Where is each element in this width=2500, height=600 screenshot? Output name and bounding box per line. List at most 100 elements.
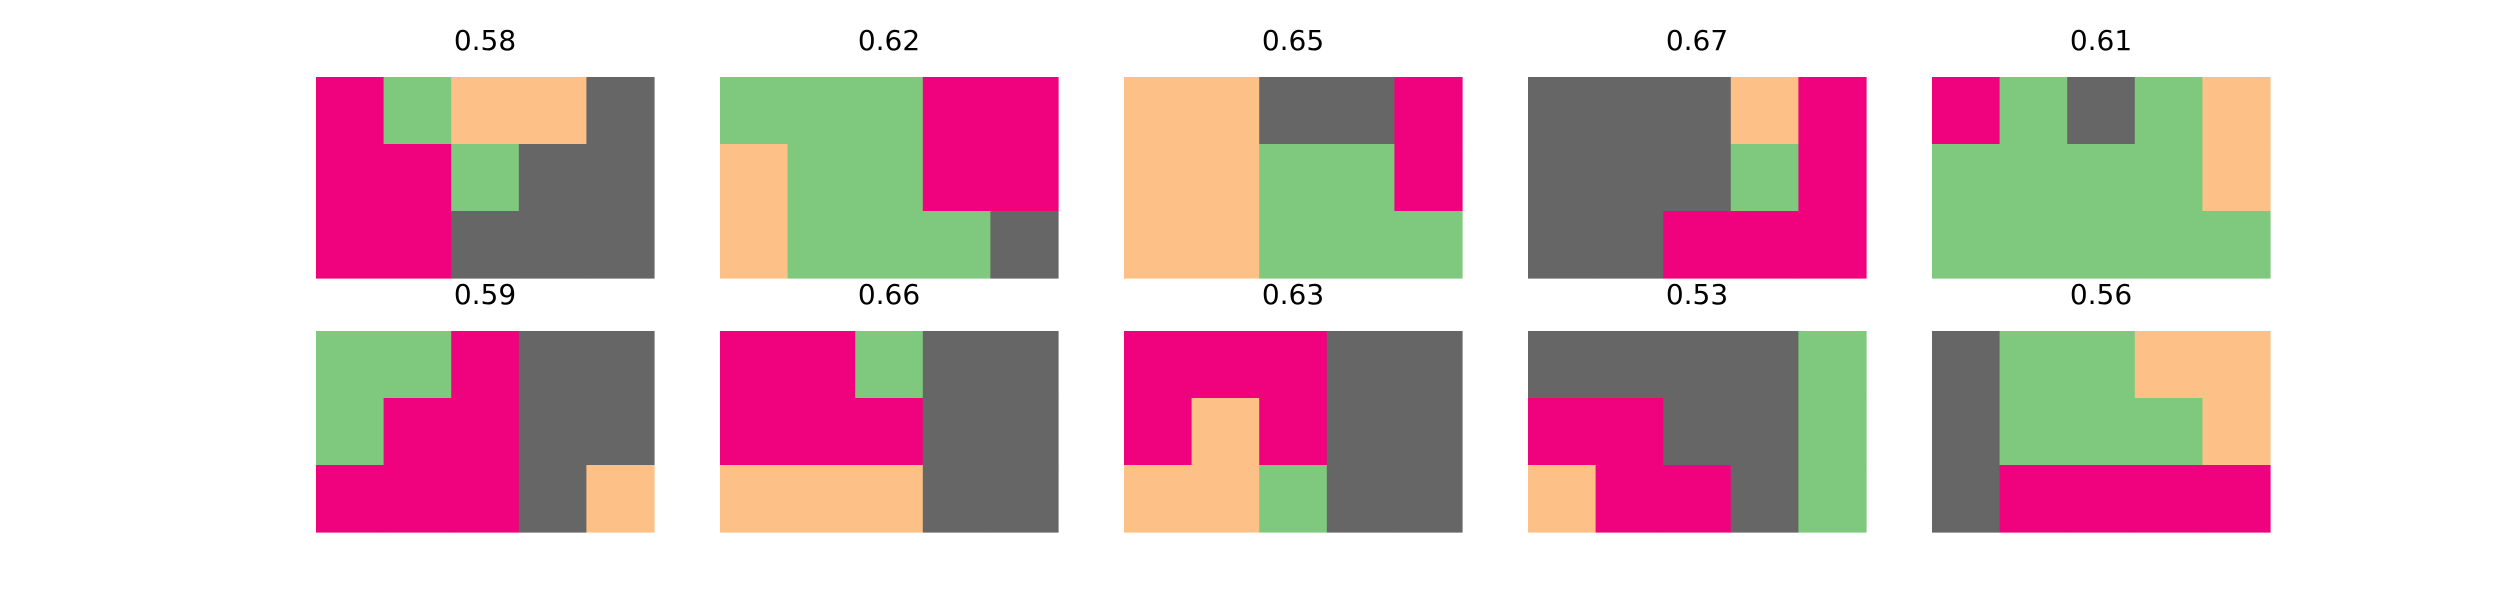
heatmap-cell (1528, 331, 1597, 399)
heatmap-cell (1528, 77, 1597, 145)
heatmap-cell (1191, 144, 1260, 212)
heatmap-cell (1798, 331, 1867, 399)
heatmap-cell (2202, 331, 2271, 399)
heatmap-cell (922, 77, 991, 145)
heatmap-cell (2202, 144, 2271, 212)
heatmap-cell (855, 465, 924, 533)
panel-title: 0.65 (1262, 24, 1324, 57)
heatmap-cell (2134, 465, 2203, 533)
panel-9: 0.53 (1528, 278, 1867, 533)
panel-1: 0.58 (316, 24, 655, 279)
heatmap-cell (1798, 77, 1867, 145)
heatmap-cell (451, 465, 520, 533)
heatmap-cell (1191, 77, 1260, 145)
heatmap-cell (720, 331, 789, 399)
panel-title: 0.67 (1666, 24, 1728, 57)
panel-title: 0.58 (454, 24, 516, 57)
heatmap-cell (383, 398, 452, 466)
heatmap-cell (2202, 77, 2271, 145)
panel-title: 0.66 (858, 278, 920, 311)
heatmap-cell (1259, 331, 1328, 399)
heatmap-cell (1326, 331, 1395, 399)
heatmap-cell (586, 398, 655, 466)
heatmap-cell (2202, 211, 2271, 279)
heatmap-cell (1326, 465, 1395, 533)
heatmap-cell (1259, 144, 1328, 212)
heatmap-cell (1124, 77, 1193, 145)
heatmap-cell (720, 398, 789, 466)
panel-title: 0.53 (1666, 278, 1728, 311)
heatmap-cell (1932, 398, 2001, 466)
heatmap-cell (586, 77, 655, 145)
heatmap-cell (990, 211, 1059, 279)
heatmap-cell (720, 77, 789, 145)
heatmap-cell (518, 211, 587, 279)
heatmap-cell (316, 398, 385, 466)
heatmap-cell (787, 465, 856, 533)
heatmap-cell (518, 77, 587, 145)
heatmap-cell (1730, 211, 1799, 279)
heatmap-cell (1191, 211, 1260, 279)
heatmap-cell (990, 144, 1059, 212)
heatmap-cell (922, 398, 991, 466)
heatmap-cell (1528, 211, 1597, 279)
heatmap-cell (1663, 465, 1732, 533)
heatmap-cell (2067, 211, 2136, 279)
heatmap-cell (1259, 211, 1328, 279)
heatmap-cell (720, 211, 789, 279)
heatmap-cell (1999, 77, 2068, 145)
panel-8: 0.63 (1124, 278, 1463, 533)
heatmap-cell (1663, 144, 1732, 212)
heatmap-cell (1999, 331, 2068, 399)
heatmap-cell (1595, 465, 1664, 533)
heatmap-cell (1394, 398, 1463, 466)
heatmap-cell (1394, 211, 1463, 279)
heatmap-cell (451, 211, 520, 279)
heatmap-cell (990, 398, 1059, 466)
heatmap-cell (2134, 211, 2203, 279)
heatmap-cell (1595, 77, 1664, 145)
heatmap-cell (2067, 77, 2136, 145)
heatmap-cell (1124, 398, 1193, 466)
heatmap-cell (720, 144, 789, 212)
heatmap-cell (2067, 144, 2136, 212)
heatmap-cell (787, 144, 856, 212)
heatmap-cell (1259, 465, 1328, 533)
heatmap-cell (922, 211, 991, 279)
heatmap-cell (2202, 465, 2271, 533)
heatmap-cell (1798, 398, 1867, 466)
heatmap-cell (787, 331, 856, 399)
heatmap-cell (1528, 465, 1597, 533)
heatmap-cell (1932, 211, 2001, 279)
panel-3: 0.65 (1124, 24, 1463, 279)
heatmap-cell (2067, 398, 2136, 466)
heatmap-cell (922, 144, 991, 212)
heatmap-cell (1326, 144, 1395, 212)
heatmap-cell (518, 398, 587, 466)
heatmap-cell (1999, 144, 2068, 212)
heatmap-cell (518, 331, 587, 399)
panel-10: 0.56 (1932, 278, 2271, 533)
heatmap-cell (922, 465, 991, 533)
heatmap-cell (1394, 77, 1463, 145)
heatmap-cell (451, 144, 520, 212)
heatmap-cell (451, 398, 520, 466)
panel-title: 0.62 (858, 24, 920, 57)
heatmap-cell (1999, 398, 2068, 466)
heatmap-cell (855, 211, 924, 279)
heatmap-cell (2134, 144, 2203, 212)
heatmap-cell (586, 144, 655, 212)
panel-2: 0.62 (720, 24, 1059, 279)
heatmap-cell (383, 331, 452, 399)
heatmap-cell (1730, 398, 1799, 466)
heatmap-cell (383, 77, 452, 145)
heatmap-cell (1932, 144, 2001, 212)
heatmap-cell (1932, 465, 2001, 533)
heatmap-cell (586, 211, 655, 279)
heatmap-cell (855, 398, 924, 466)
heatmap-cell (1394, 144, 1463, 212)
heatmap-cell (2202, 398, 2271, 466)
heatmap-cell (1595, 144, 1664, 212)
heatmap-cell (1932, 77, 2001, 145)
